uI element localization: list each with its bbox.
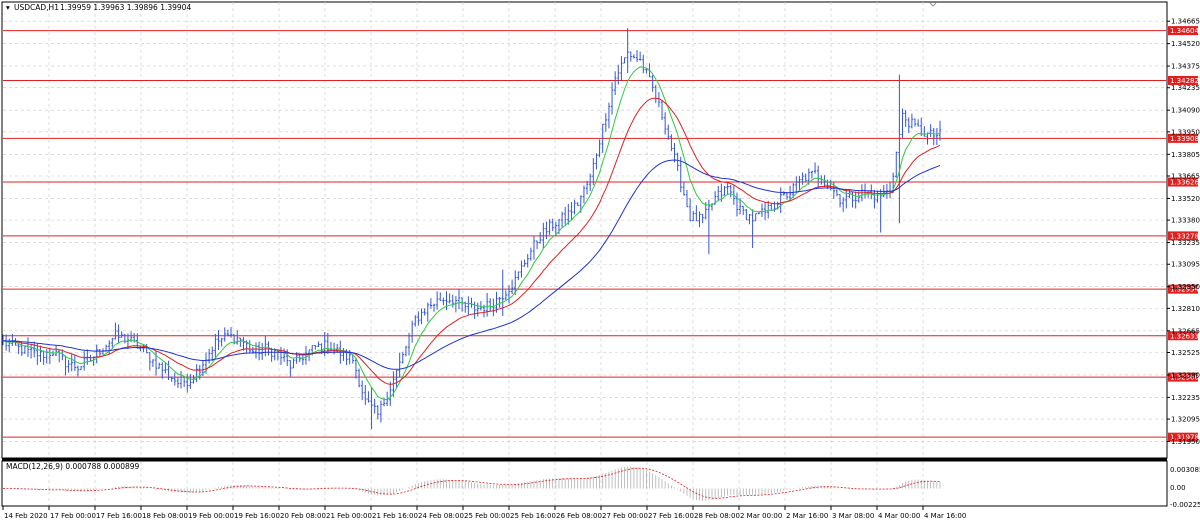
- grid: [3, 2, 1166, 505]
- y-tick-label: 1.31950: [1171, 438, 1200, 446]
- level-label: 1.32934: [1170, 286, 1199, 294]
- symbol-label: USDCAD,H1: [14, 3, 59, 12]
- x-tick-label: 17 Feb 00:00: [50, 512, 96, 520]
- y-tick-label: 1.33520: [1171, 195, 1200, 203]
- macd-label: MACD(12,26,9) 0.000788 0.000899: [6, 462, 140, 471]
- y-tick-label: 1.34235: [1171, 84, 1200, 92]
- y-tick-label: 1.33095: [1171, 261, 1200, 269]
- ma-line-8: [2, 66, 941, 401]
- macd-indicator: [2, 466, 941, 501]
- level-label-bg: [1168, 133, 1198, 143]
- y-tick-label: 1.32525: [1171, 349, 1200, 357]
- y-tick-label: 1.33665: [1171, 172, 1200, 180]
- x-tick-label: 4 Mar 00:00: [878, 512, 920, 520]
- level-label-bg: [1168, 75, 1198, 85]
- x-tick-label: 2 Mar 00:00: [740, 512, 782, 520]
- macd-tick-top: 0.003085: [1170, 466, 1200, 474]
- x-tick-label: 20 Feb 08:00: [280, 512, 326, 520]
- level-label: 1.33278: [1170, 232, 1199, 240]
- x-tick-label: 28 Feb 08:00: [694, 512, 740, 520]
- y-tick-label: 1.32665: [1171, 327, 1200, 335]
- ma-line-55: [2, 159, 941, 370]
- x-tick-label: 17 Feb 16:00: [96, 512, 142, 520]
- level-label-bg: [1168, 372, 1198, 382]
- level-label-bg: [1168, 284, 1198, 294]
- level-label-bg: [1168, 26, 1198, 36]
- level-label-bg: [1168, 432, 1198, 442]
- main-panel: [1, 1, 1168, 459]
- y-tick-label: 1.33380: [1171, 217, 1200, 225]
- y-tick-label: 1.32810: [1171, 305, 1200, 313]
- horizontal-levels: 1.34604 1.34282 1.33908 1.33626 1.33278 1.329…: [3, 26, 1199, 442]
- level-label-bg: [1168, 231, 1198, 241]
- level-label: 1.32366: [1170, 374, 1199, 382]
- level-label-bg: [1168, 177, 1198, 187]
- x-tick-label: 4 Mar 16:00: [924, 512, 966, 520]
- x-tick-label: 26 Feb 08:00: [556, 512, 602, 520]
- x-tick-label: 18 Feb 08:00: [142, 512, 188, 520]
- x-tick-label: 25 Feb 00:00: [464, 512, 510, 520]
- moving-averages: [2, 66, 941, 401]
- level-label: 1.34604: [1170, 27, 1199, 35]
- x-tick-label: 21 Feb 16:00: [372, 512, 418, 520]
- y-tick-label: 1.33235: [1171, 239, 1200, 247]
- level-label: 1.33908: [1170, 135, 1199, 143]
- shift-marker-icon[interactable]: [929, 2, 937, 7]
- ma-line-21: [2, 97, 941, 385]
- x-tick-label: 24 Feb 08:00: [418, 512, 464, 520]
- x-tick-label: 14 Feb 2020: [4, 512, 48, 520]
- y-tick-label: 1.33950: [1171, 128, 1200, 136]
- time-axis: 14 Feb 2020 17 Feb 00:00 17 Feb 16:00 18 Fe…: [2, 506, 966, 520]
- y-tick-label: 1.32095: [1171, 416, 1200, 424]
- x-tick-label: 3 Mar 08:00: [832, 512, 874, 520]
- y-tick-label: 1.33805: [1171, 151, 1200, 159]
- chart-menu-arrow-icon[interactable]: ▾: [6, 3, 10, 12]
- macd-tick-bottom: -0.002259: [1170, 501, 1200, 509]
- y-tick-label: 1.32380: [1171, 371, 1200, 379]
- y-tick-label: 1.34665: [1171, 18, 1200, 26]
- level-label: 1.31978: [1170, 434, 1199, 442]
- x-tick-label: 2 Mar 16:00: [786, 512, 828, 520]
- x-tick-label: 19 Feb 16:00: [234, 512, 280, 520]
- x-tick-label: 19 Feb 00:00: [188, 512, 234, 520]
- price-axis: 1.34665 1.34520 1.34375 1.34235 1.34090 1.339…: [1167, 18, 1200, 446]
- x-tick-label: 25 Feb 16:00: [510, 512, 556, 520]
- x-tick-label: 27 Feb 16:00: [648, 512, 694, 520]
- macd-tick-zero: 0.00: [1170, 484, 1186, 492]
- level-label-bg: [1168, 331, 1198, 341]
- macd-panel: [1, 460, 1168, 507]
- ohlc-readout: 1.39959 1.39963 1.39896 1.39904: [60, 3, 191, 12]
- y-tick-label: 1.34520: [1171, 40, 1200, 48]
- x-tick-label: 21 Feb 00:00: [326, 512, 372, 520]
- y-tick-label: 1.32235: [1171, 394, 1200, 402]
- y-tick-label: 1.34375: [1171, 63, 1200, 71]
- x-tick-label: 27 Feb 00:00: [602, 512, 648, 520]
- level-label: 1.33626: [1170, 179, 1199, 187]
- y-tick-label: 1.32950: [1171, 283, 1200, 291]
- level-label: 1.34282: [1170, 77, 1199, 85]
- y-tick-label: 1.34090: [1171, 107, 1200, 115]
- level-label: 1.32633: [1170, 332, 1199, 340]
